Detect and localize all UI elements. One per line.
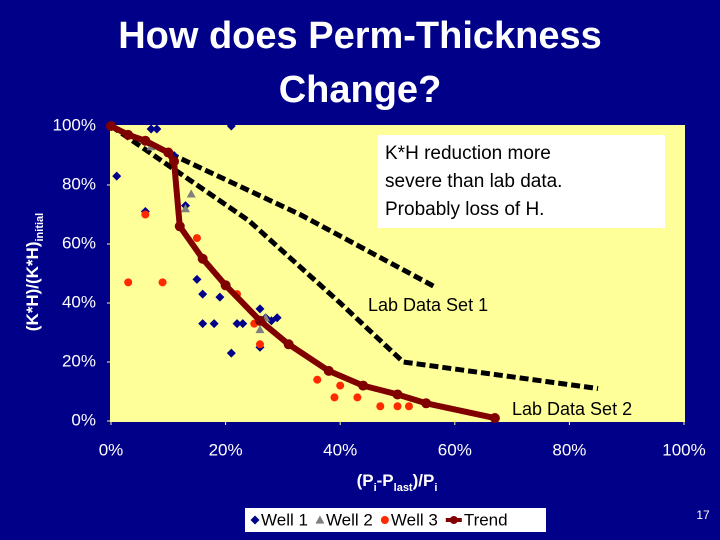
axis-title-part: -P [377,471,394,490]
y-tick-label: 20% [62,351,96,370]
trend-point [358,380,369,391]
marker [124,278,133,287]
marker [226,348,236,358]
trend-point [220,280,231,291]
marker [192,274,202,284]
trend-point [323,365,334,376]
marker [158,278,167,287]
y-tick-label: 0% [71,410,96,429]
y-tick-label: 80% [62,174,96,193]
callout-text: Probably loss of H. [385,199,544,220]
page-number: 17 [696,508,710,522]
trend-point [197,253,208,264]
marker [180,204,190,213]
x-tick-label: 40% [323,440,357,459]
marker [376,402,385,411]
trend-point [106,121,116,131]
y-tick-label: 100% [53,115,96,134]
y-tick-label: 40% [62,292,96,311]
trend-point [254,315,265,326]
marker [112,171,122,181]
marker [146,124,156,134]
axis-title-part: last [394,482,413,494]
marker [313,375,322,384]
callout-text: severe than lab data. [385,171,562,192]
marker [186,189,196,198]
title-line: Change? [279,69,442,111]
marker [215,292,225,302]
lab-curve-label: Lab Data Set 1 [368,295,488,315]
legend-box [245,508,546,532]
marker [272,313,282,323]
marker [330,393,339,402]
x-tick-label: 80% [552,440,586,459]
trend-point [392,389,403,400]
axis-title-part: )/P [413,471,435,490]
legend-marker [315,515,325,524]
marker [255,325,265,334]
axis-title-part: i [374,482,377,494]
axis-title-part: initial [34,213,46,242]
marker [192,234,201,243]
marker [152,124,162,134]
marker [255,304,265,314]
trend-point [123,129,134,140]
legend-marker [380,516,389,524]
marker [198,289,208,299]
legend-label: Well 1 [261,510,308,529]
legend-label: Trend [464,510,508,529]
trend-point [421,398,432,409]
marker [141,210,150,219]
trend-point [140,135,151,146]
marker [226,121,236,131]
marker [232,319,242,329]
y-axis-title: (K*H)/(K*H)initial [23,213,45,331]
trend-point [489,413,500,424]
lab-curve-label: Lab Data Set 2 [512,399,632,419]
x-tick-label: 20% [209,440,243,459]
marker [255,340,264,349]
marker [353,393,362,402]
trend-point [163,147,174,158]
lab-curve [109,123,599,392]
callout-text: K*H reduction more [385,143,551,164]
marker [198,319,208,329]
axis-title-part: (K*H)/(K*H) [23,242,42,332]
legend-marker [250,515,260,525]
axis-title-part: i [434,482,437,494]
callout-box [378,135,665,228]
marker [209,319,219,329]
legend-label: Well 2 [326,510,373,529]
x-tick-label: 100% [662,440,705,459]
x-axis-title: (Pi-Plast)/Pi [357,471,438,493]
title-line: How does Perm-Thickness [118,15,602,57]
x-tick-label: 0% [99,440,124,459]
marker [404,402,413,411]
marker [393,402,402,411]
trend-point [283,339,294,350]
legend-label: Well 3 [391,510,438,529]
marker [238,319,248,329]
y-tick-label: 60% [62,233,96,252]
marker [336,381,345,390]
trend-point [169,156,180,167]
legend-marker [449,516,458,524]
trend-point [174,221,185,232]
axis-title-part: (P [357,471,374,490]
x-tick-label: 60% [438,440,472,459]
